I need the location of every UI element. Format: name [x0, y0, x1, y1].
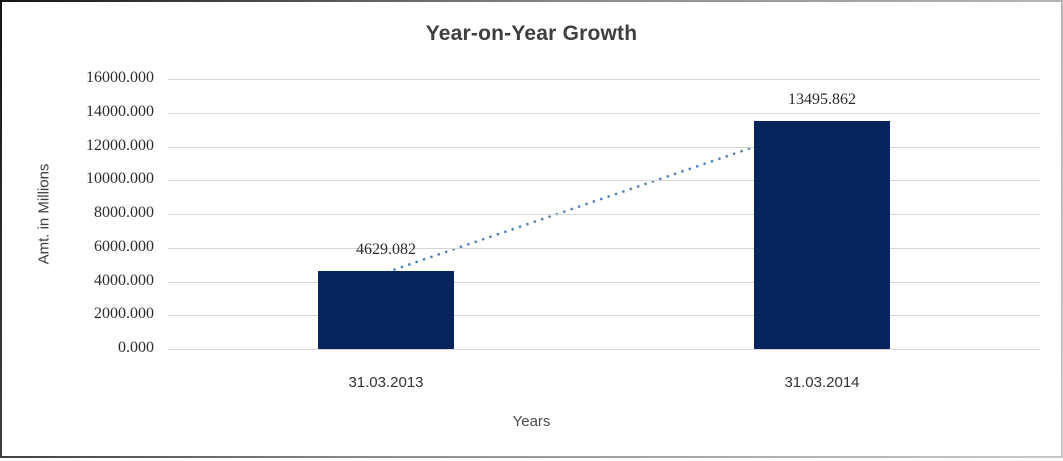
y-tick-label: 0.000: [118, 339, 154, 356]
trendline-dotted: [385, 122, 823, 274]
plot-area: 4629.082 13495.862: [168, 79, 1040, 350]
chart-title: Year-on-Year Growth: [425, 22, 638, 45]
y-gridline: [168, 147, 1040, 148]
y-gridline: [168, 349, 1040, 350]
x-tick-label: 31.03.2014: [784, 374, 860, 391]
y-tick-label: 2000.000: [94, 305, 154, 322]
y-gridline: [168, 113, 1040, 114]
y-tick-label: 12000.000: [86, 137, 154, 154]
y-tick-label: 6000.000: [94, 238, 154, 255]
bar-31.03.2014: [754, 121, 890, 349]
y-tick-label: 10000.000: [86, 170, 154, 187]
y-gridline: [168, 79, 1040, 80]
y-tick-label: 16000.000: [86, 69, 154, 86]
x-tick-label: 31.03.2013: [348, 374, 424, 391]
bar-31.03.2013: [318, 271, 454, 349]
y-gridline: [168, 248, 1040, 249]
y-gridline: [168, 180, 1040, 181]
y-tick-label: 14000.000: [86, 103, 154, 120]
bar-data-label: 13495.862: [788, 91, 856, 108]
y-gridline: [168, 315, 1040, 316]
y-tick-label: 8000.000: [94, 204, 154, 221]
bar-data-label: 4629.082: [356, 241, 416, 258]
y-gridline: [168, 282, 1040, 283]
x-axis-title: Years: [512, 413, 551, 430]
y-tick-label: 4000.000: [94, 272, 154, 289]
y-gridline: [168, 214, 1040, 215]
